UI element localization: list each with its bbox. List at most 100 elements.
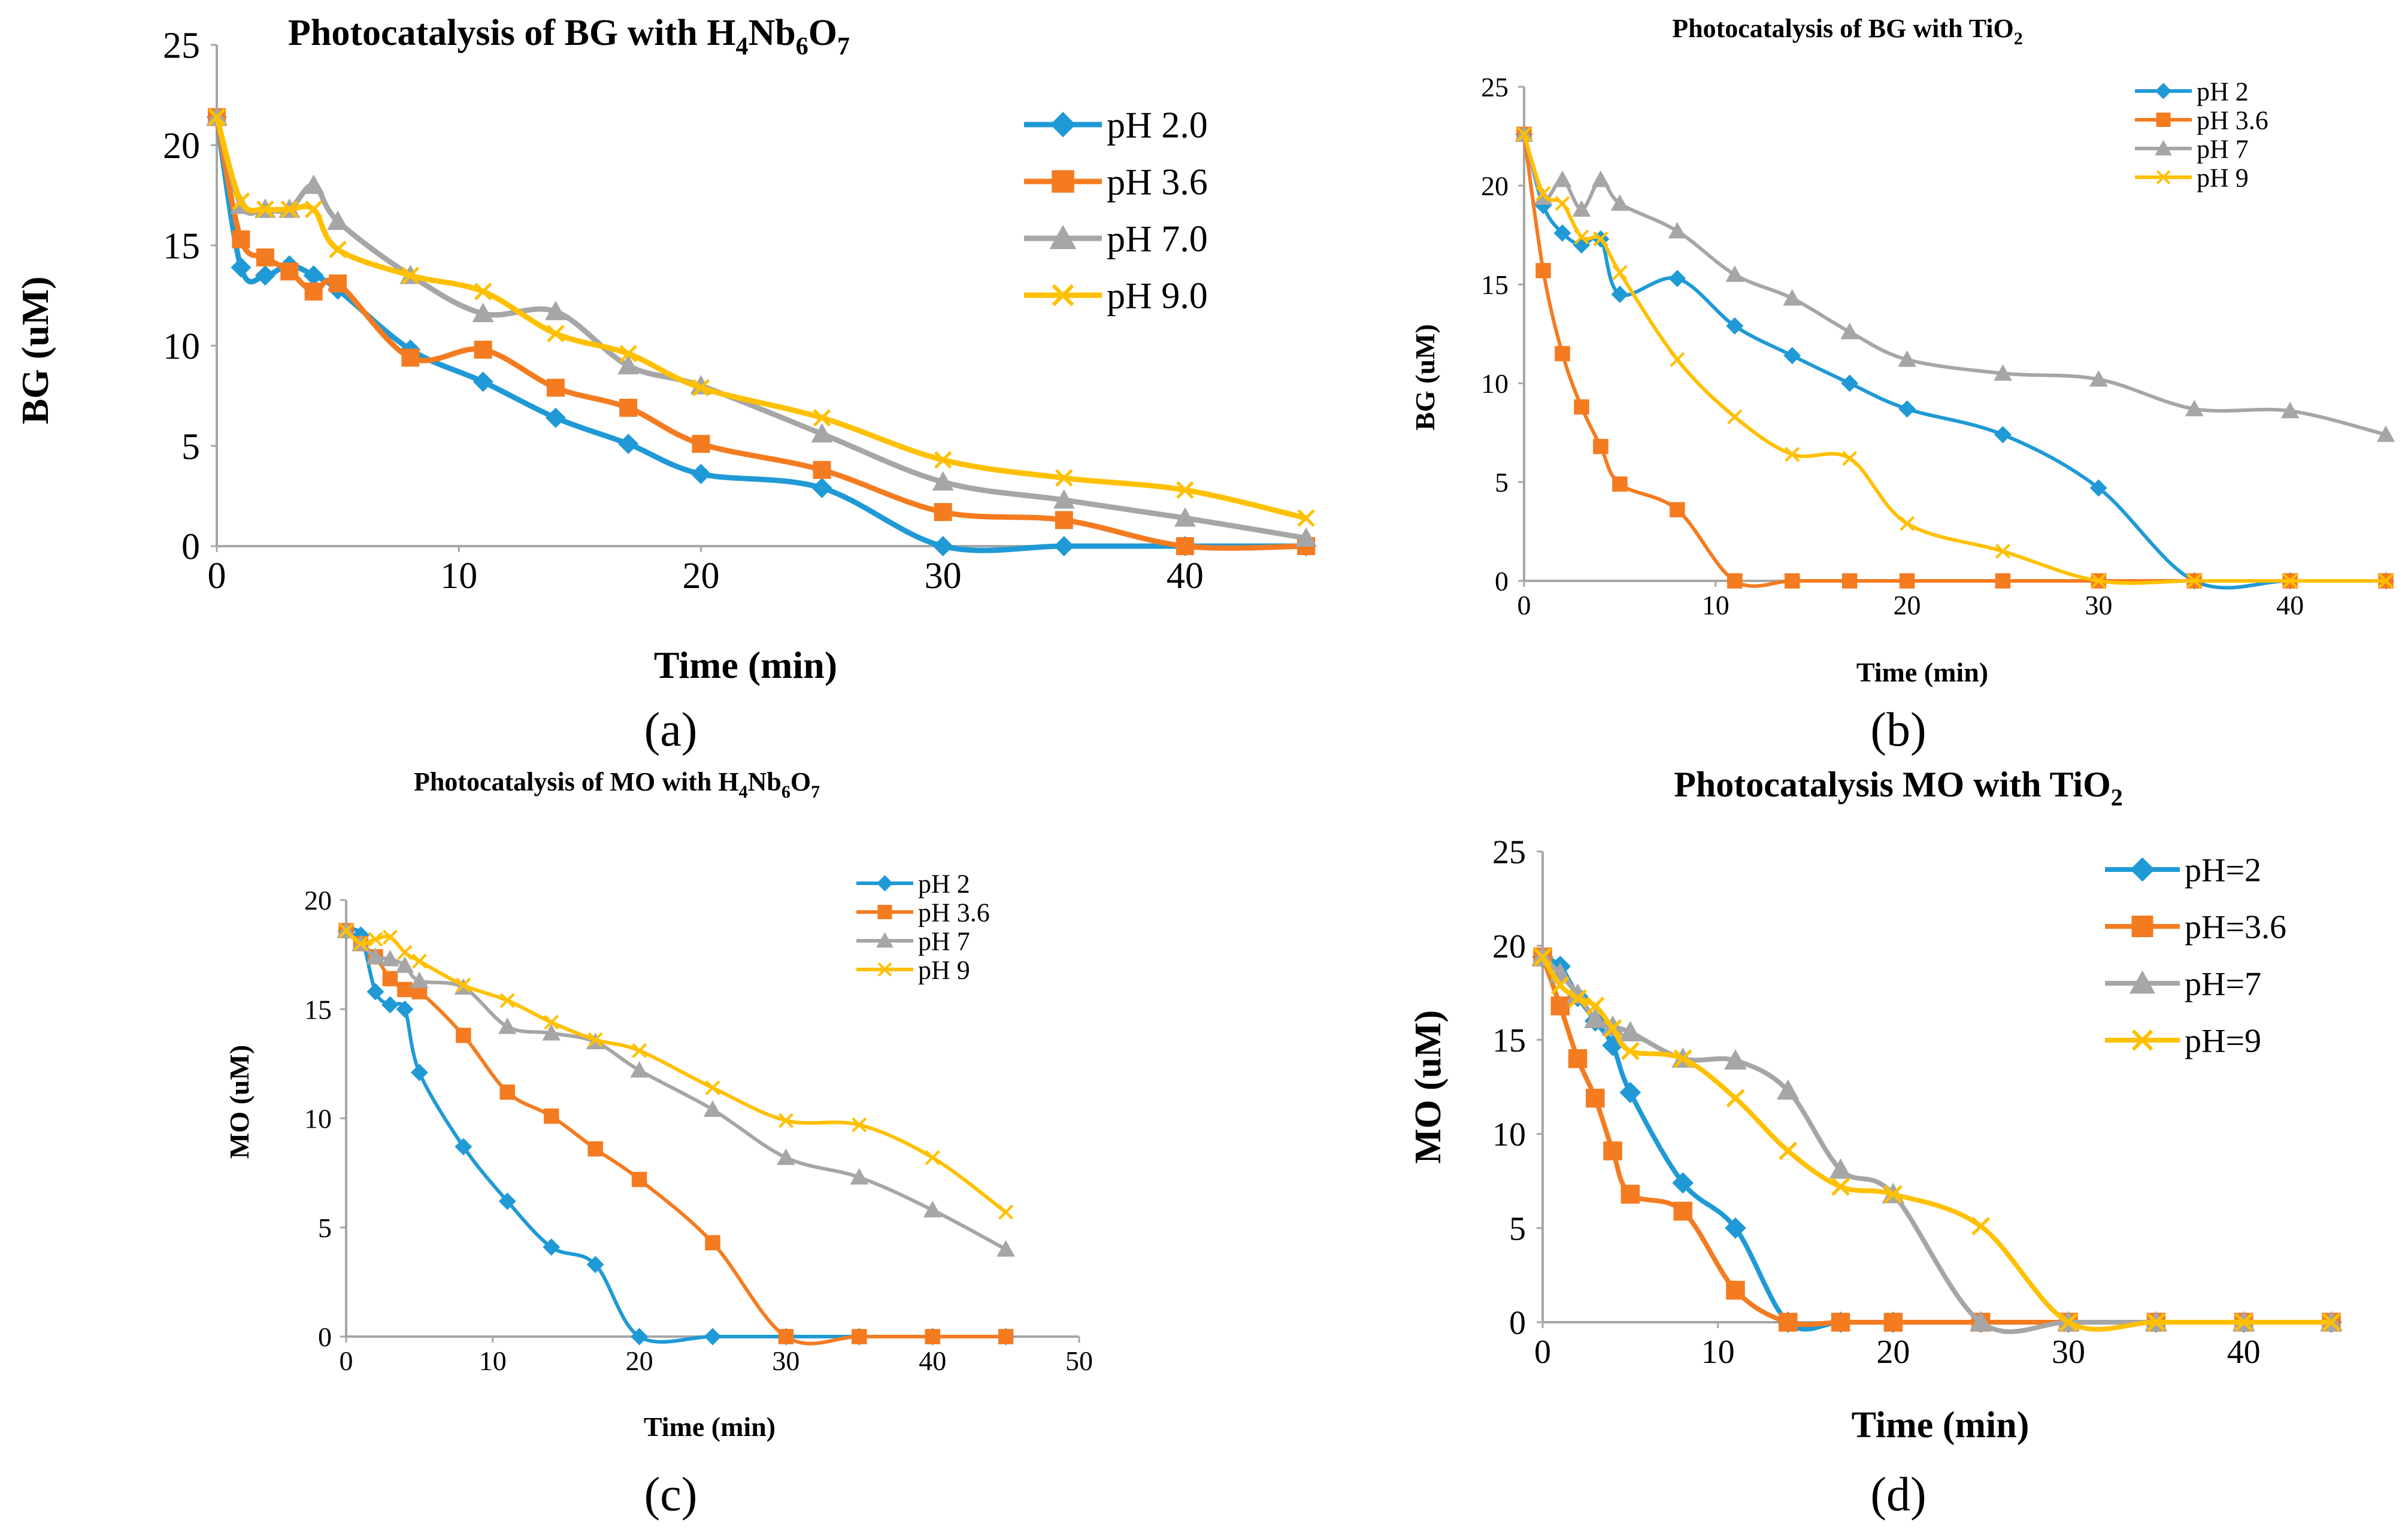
panel-d-data-point [1725, 1217, 1746, 1239]
panel-b-data-point [1994, 426, 2012, 444]
panel-c-legend-marker [876, 932, 893, 948]
panel-b-data-point [1670, 352, 1685, 367]
panel-d-data-point [1776, 1079, 1800, 1100]
panel-c-data-point [498, 1017, 517, 1034]
panel-a-legend-marker [1050, 111, 1076, 138]
panel-d-data-point [1831, 1313, 1850, 1332]
panel-b-legend-marker [2156, 170, 2171, 184]
panel-b-data-point [2376, 425, 2395, 443]
panel-c-ytick-label: 20 [304, 885, 332, 916]
panel-d-series-line [1540, 955, 2334, 1327]
panel-a-legend-marker [1052, 284, 1074, 307]
panel-c-legend-item: pH 3.6 [856, 898, 990, 927]
panel-c-data-point [396, 1000, 414, 1018]
panel-b-data-point [1841, 573, 1858, 589]
panel-b-data-point [1727, 573, 1743, 589]
panel-d-legend: pH=2 pH=3.6 pH=7 pH=9 [2105, 852, 2286, 1060]
panel-c-ytick-label: 10 [304, 1104, 332, 1134]
panel-a-data-point [401, 266, 420, 284]
panel-a-data-point [280, 262, 299, 281]
panel-c-series-4 [338, 923, 1014, 1220]
panel-d-plot: 0 5 10 15 20 25 0 10 20 30 40 [1492, 834, 2343, 1371]
panel-c-data-point [455, 1138, 472, 1156]
panel-a-data-point [474, 340, 492, 359]
panel-a-legend-item: pH 7.0 [1024, 219, 1208, 260]
panel-c-data-point [631, 1171, 647, 1187]
panel-c-data-point [353, 936, 369, 952]
panel-c-legend: pH 2pH 3.6pH 7pH 9 [856, 869, 990, 984]
panel-d-data-point [1533, 947, 1552, 967]
panel-b-ytick-label: 5 [1495, 467, 1509, 498]
panel-d-data-point [1550, 975, 1570, 995]
panel-c-data-point [630, 1061, 649, 1078]
panel-c-data-point [499, 1084, 516, 1100]
panel-d-title: Photocatalysis MO with TiO2 [1674, 765, 2123, 811]
panel-b-data-point [1670, 502, 1685, 517]
panel-d-legend-label: pH=7 [2185, 966, 2261, 1003]
panel-c-xtick-label: 50 [1065, 1346, 1093, 1376]
panel-d-data-point [1883, 1184, 1903, 1204]
panel-a-data-point [329, 274, 347, 293]
panel-b-data-point [1535, 263, 1551, 278]
panel-d-ytick-label: 5 [1509, 1210, 1526, 1247]
panel-b-data-point [1784, 573, 1800, 589]
panel-b-legend-marker [2155, 83, 2172, 99]
panel-a-ytick-label: 5 [181, 426, 200, 467]
panel-d-data-point [1621, 1184, 1640, 1204]
panel-b-data-point [1900, 516, 1915, 531]
panel-b-legend-marker [2155, 140, 2172, 156]
panel-c-data-point [456, 1028, 471, 1043]
panel-b-data-point [1783, 289, 1801, 306]
panel-d-legend-label: pH=2 [2185, 852, 2261, 889]
panel-d-series-line [1540, 955, 2334, 1334]
panel-a-data-point [1295, 527, 1317, 547]
panel-b-legend-item: pH 9 [2135, 163, 2249, 192]
panel-c-title: Photocatalysis of MO with H4Nb6O7 [414, 767, 820, 802]
panel-c-chart: Photocatalysis of MO with H4Nb6O7 MO (uM… [224, 767, 1093, 1521]
panel-d-legend-item: pH=7 [2105, 966, 2261, 1003]
panel-c-series-line [344, 929, 1008, 1214]
panel-d-series-line [1540, 955, 2334, 1332]
panel-d-data-point [1673, 1201, 1692, 1221]
panel-c-data-point [382, 929, 398, 945]
panel-c-data-point [631, 1328, 649, 1346]
panel-c-data-point [397, 981, 413, 998]
panel-b-xtick-label: 20 [1894, 590, 1921, 620]
panel-a-xtick-label: 0 [208, 556, 226, 596]
panel-c-legend-marker [877, 962, 892, 977]
panel-b-data-point [1842, 450, 1858, 466]
panel-d-chart: Photocatalysis MO with TiO2 MO (uM) Time… [1408, 765, 2343, 1521]
panel-b-data-point [1668, 269, 1686, 287]
panel-b-legend-marker [2156, 113, 2171, 127]
panel-a-title: Photocatalysis of BG with H4Nb6O7 [288, 13, 850, 60]
panel-b-legend-label: pH 9 [2197, 163, 2249, 192]
panel-d-legend-item: pH=2 [2105, 852, 2261, 889]
panel-c-data-point [705, 1235, 720, 1251]
panel-c-xtick-label: 10 [479, 1346, 507, 1376]
panel-b-data-point [1995, 573, 2011, 589]
panel-d-data-point [1883, 1313, 1903, 1332]
panel-c-legend-item: pH 9 [856, 955, 970, 984]
panel-b-data-point [1574, 399, 1589, 415]
panel-d-data-point [1969, 1311, 1992, 1332]
panel-b-legend-label: pH 7 [2197, 134, 2249, 163]
panel-a-data-point [932, 471, 954, 491]
panel-a-data-point [811, 477, 832, 498]
panel-b-data-point [1612, 265, 1628, 280]
panel-c-series-line [344, 929, 1008, 1252]
panel-d-data-point [2059, 1313, 2078, 1332]
panel-c-xlabel: Time (min) [644, 1411, 776, 1442]
panel-b-data-point [2091, 573, 2106, 589]
panel-b-data-point [1611, 286, 1629, 303]
panel-a-data-point [692, 435, 710, 453]
panel-b-data-point [2089, 370, 2108, 387]
panel-d-xtick-label: 10 [1701, 1334, 1735, 1371]
panel-d-data-point [1603, 1019, 1622, 1038]
panel-a-xtick-label: 10 [440, 556, 477, 596]
panel-c-series-2 [338, 923, 1014, 1346]
panel-c-ytick-label: 15 [304, 994, 332, 1025]
panel-b-series-line [1522, 132, 2388, 588]
panel-a-chart: Photocatalysis of BG with H4Nb6O7 BG (uM… [14, 13, 1317, 756]
panel-d-data-point [1831, 1177, 1850, 1196]
panel-c-xtick-label: 40 [919, 1346, 946, 1376]
